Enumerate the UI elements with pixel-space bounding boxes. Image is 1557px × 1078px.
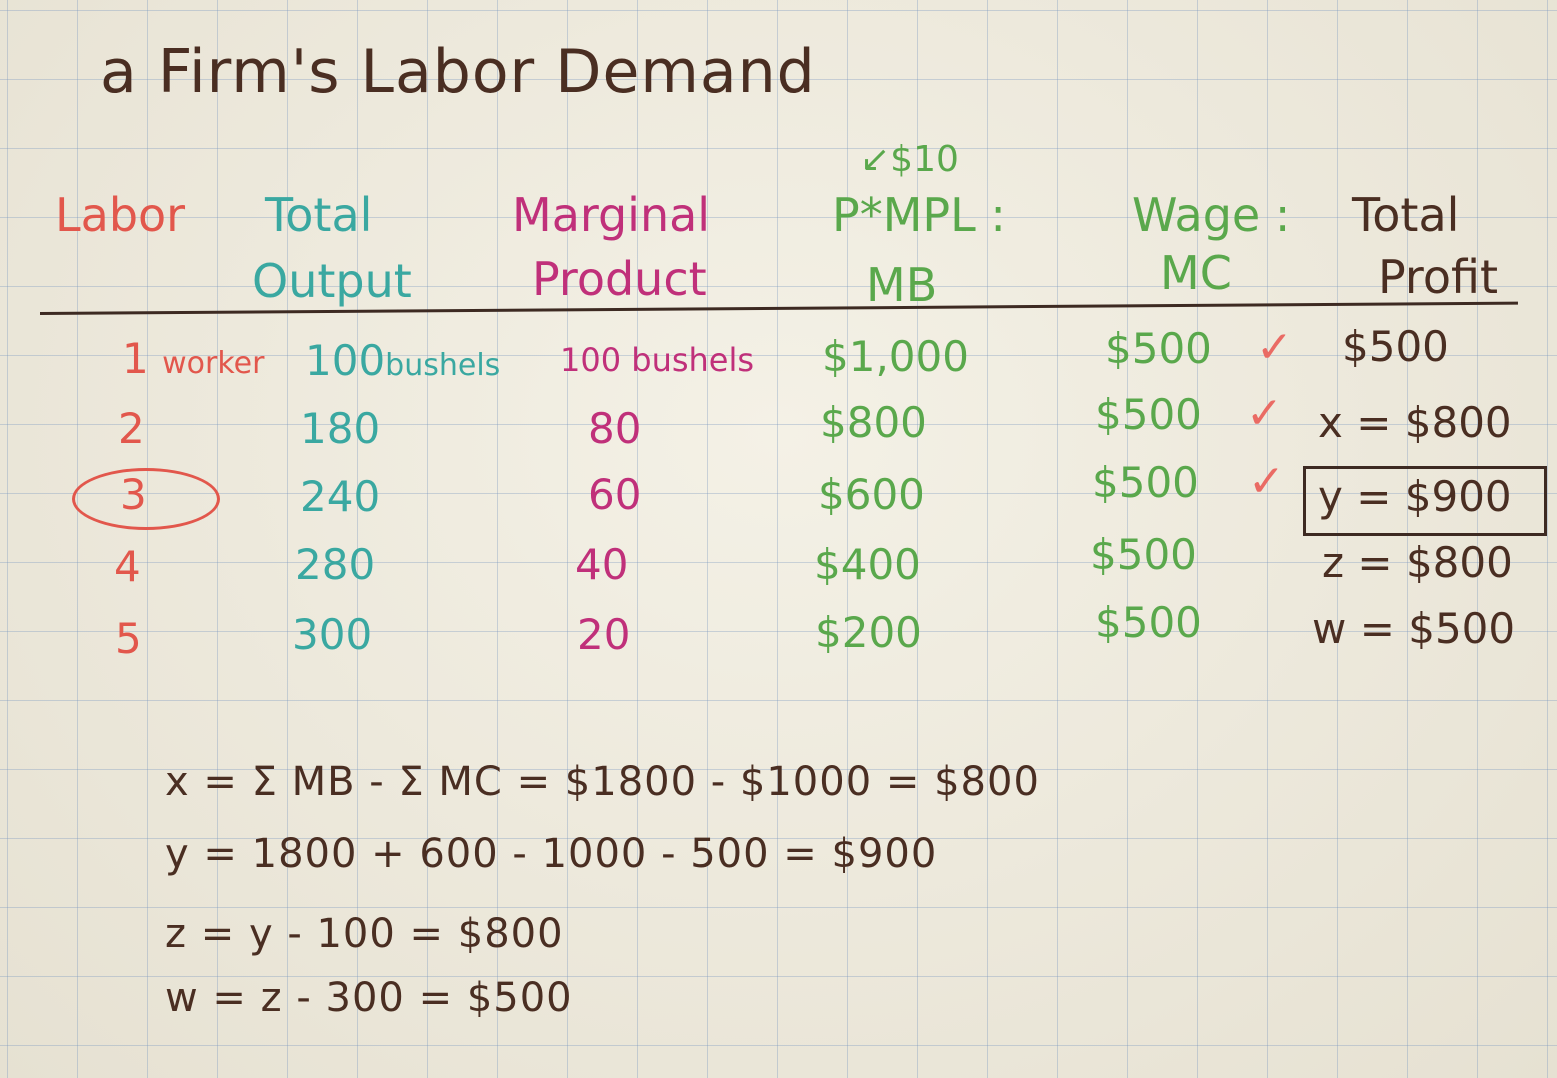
header-marginal-product-line1: Marginal	[512, 188, 711, 242]
row1-mp: 100 bushels	[560, 341, 755, 379]
header-mc-line1: Wage :	[1132, 188, 1291, 242]
row1-check-icon: ✓	[1256, 322, 1293, 373]
row5-mb: $200	[815, 608, 922, 657]
row4-output: 280	[295, 540, 376, 589]
row3-mb: $600	[818, 470, 925, 519]
row3-profit: y = $900	[1318, 472, 1512, 521]
header-total-output-line2: Output	[252, 254, 412, 308]
header-profit-line2: Profit	[1378, 250, 1498, 304]
row1-labor-value: 1	[122, 334, 149, 383]
header-marginal-product-line2: Product	[532, 252, 707, 306]
equation-w: w = z - 300 = $500	[165, 975, 573, 1021]
row3-check-icon: ✓	[1248, 456, 1285, 507]
row5-output: 300	[292, 610, 373, 659]
page-title: a Firm's Labor Demand	[100, 37, 816, 107]
row5-mc: $500	[1095, 598, 1202, 647]
row1-mb: $1,000	[822, 332, 969, 381]
row2-mp: 80	[588, 404, 642, 453]
arrow-icon: ↙	[860, 139, 891, 180]
equation-z: z = y - 100 = $800	[165, 911, 564, 957]
max-profit-box	[1303, 466, 1547, 536]
row1-output: 100bushels	[305, 340, 500, 382]
header-labor: Labor	[55, 188, 186, 242]
row4-mp: 40	[575, 540, 629, 589]
row2-check-icon: ✓	[1246, 388, 1283, 439]
header-profit-line1: Total	[1352, 188, 1460, 242]
row1-labor: 1 worker	[122, 338, 264, 380]
header-mc-line2: MC	[1160, 246, 1232, 300]
row1-mc: $500	[1105, 324, 1212, 373]
row1-profit: $500	[1342, 322, 1449, 371]
row2-mb: $800	[820, 398, 927, 447]
row4-mc: $500	[1090, 530, 1197, 579]
price-annotation: ↙$10	[860, 142, 959, 178]
row3-mp: 60	[588, 470, 642, 519]
row2-profit: x = $800	[1318, 398, 1512, 447]
row4-mb: $400	[814, 540, 921, 589]
row3-labor: 3	[120, 470, 147, 519]
row4-profit: z = $800	[1322, 538, 1513, 587]
row1-output-unit: bushels	[385, 348, 501, 383]
row3-mc: $500	[1092, 458, 1199, 507]
row5-mp: 20	[577, 610, 631, 659]
equation-y: y = 1800 + 600 - 1000 - 500 = $900	[165, 831, 938, 877]
equation-x: x = Σ MB - Σ MC = $1800 - $1000 = $800	[165, 759, 1040, 805]
row3-output: 240	[300, 472, 381, 521]
row1-output-value: 100	[305, 336, 386, 385]
row1-labor-unit: worker	[162, 346, 265, 381]
row4-labor: 4	[114, 542, 141, 591]
row2-labor: 2	[118, 404, 145, 453]
optimal-labor-circle	[72, 468, 220, 530]
row5-labor: 5	[115, 614, 142, 663]
header-mb-line1: P*MPL :	[832, 188, 1006, 242]
price-note: $10	[890, 139, 959, 180]
row2-output: 180	[300, 404, 381, 453]
row5-profit: w = $500	[1312, 604, 1516, 653]
header-mb-line2: MB	[866, 258, 938, 312]
header-total-output-line1: Total	[265, 188, 373, 242]
row2-mc: $500	[1095, 390, 1202, 439]
